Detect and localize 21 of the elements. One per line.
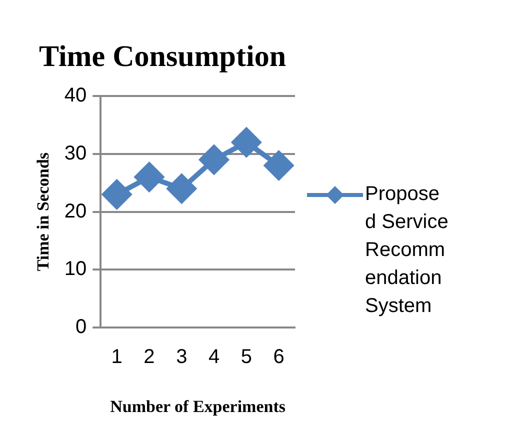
point xyxy=(264,150,294,180)
x-tick-label: 6 xyxy=(273,346,284,368)
point xyxy=(200,145,229,174)
point xyxy=(167,174,196,204)
x-axis-title: Number of Experiments xyxy=(110,397,286,416)
y-tick-label: 40 xyxy=(64,84,87,107)
y-tick-label: 20 xyxy=(64,200,87,222)
y-tick-label: 0 xyxy=(76,316,87,338)
point xyxy=(134,162,164,192)
y-axis-title: Time in Seconds xyxy=(34,152,53,272)
legend-label: Proposed Service Recommendation System xyxy=(365,182,450,319)
x-tick-label: 1 xyxy=(111,346,122,368)
x-tick-label: 5 xyxy=(240,346,252,368)
chart-title: Time Consumption xyxy=(38,40,286,73)
y-tick-label: 10 xyxy=(64,258,87,280)
point xyxy=(232,128,261,157)
x-tick-label: 3 xyxy=(176,346,188,368)
x-tick-label: 2 xyxy=(144,346,155,368)
point xyxy=(102,180,132,209)
x-tick-label: 4 xyxy=(208,346,220,368)
y-tick-label: 30 xyxy=(64,142,87,164)
